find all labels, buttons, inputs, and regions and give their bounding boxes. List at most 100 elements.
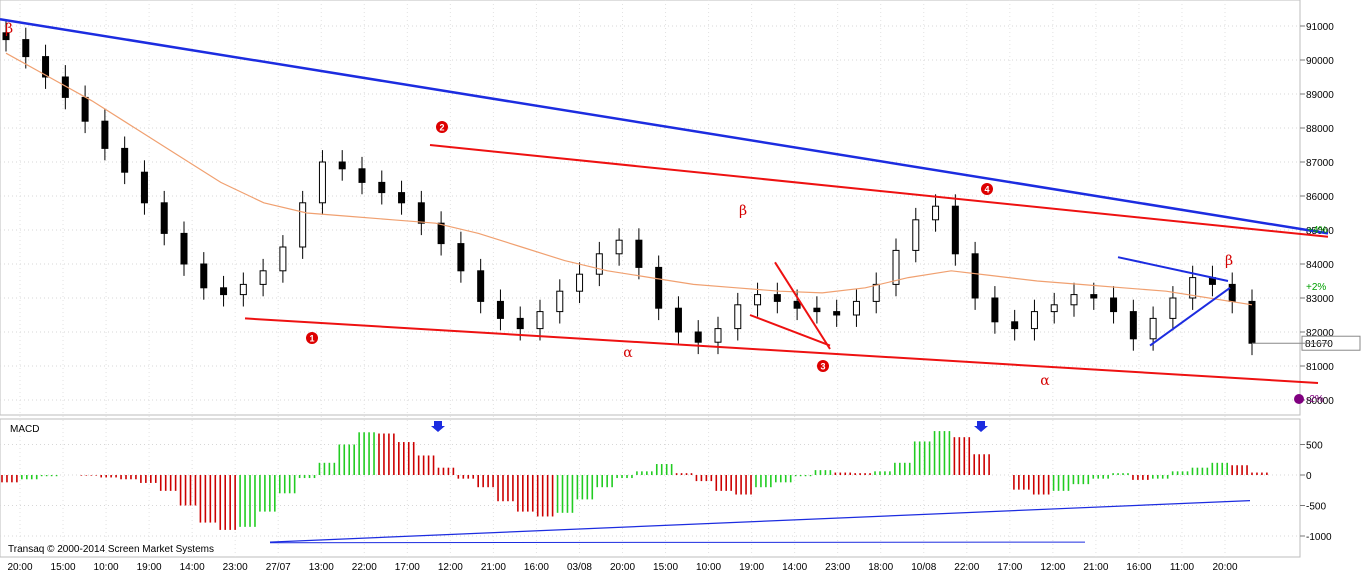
candle-body bbox=[22, 39, 30, 58]
upper-red-trendline bbox=[429, 144, 1329, 238]
candle-body bbox=[951, 205, 959, 255]
candle-body bbox=[1149, 317, 1157, 340]
macd-histogram bbox=[1, 421, 1268, 544]
candle-body bbox=[793, 300, 801, 309]
wave-label: α bbox=[623, 345, 633, 361]
candle-body bbox=[635, 239, 643, 268]
time-tick-label: 17:00 bbox=[395, 562, 420, 573]
small-red-trendline bbox=[749, 314, 831, 347]
time-axis: 20:00 15:00 10:00 19:00 14:00 23:00 27/07 13:00… bbox=[7, 562, 1237, 573]
candle-body bbox=[200, 263, 208, 289]
candle-body bbox=[694, 331, 702, 343]
price-tick-label: 88000 bbox=[1306, 124, 1334, 135]
purple-marker bbox=[1294, 394, 1304, 404]
wave-marker bbox=[981, 183, 993, 195]
time-tick-label: 21:00 bbox=[481, 562, 506, 573]
candle-body bbox=[259, 270, 267, 285]
candle-body bbox=[991, 297, 999, 323]
candle-body bbox=[1129, 311, 1137, 340]
candle-body bbox=[1110, 297, 1118, 313]
grid-lines bbox=[0, 0, 1300, 557]
pct-label: +2% bbox=[1306, 282, 1326, 293]
candle-body bbox=[1050, 304, 1058, 313]
macd-baseline bbox=[269, 541, 1086, 544]
candle-body bbox=[437, 222, 445, 245]
time-tick-label: 22:00 bbox=[954, 562, 979, 573]
macd-tick-label: 500 bbox=[1306, 441, 1323, 452]
candle-body bbox=[398, 192, 406, 204]
moving-average-path bbox=[5, 52, 1253, 306]
candle-body bbox=[833, 311, 841, 316]
time-tick-label: 27/07 bbox=[266, 562, 291, 573]
wave-label: 1 bbox=[309, 334, 314, 344]
macd-tick-label: -1000 bbox=[1306, 532, 1332, 543]
price-tick-label: 87000 bbox=[1306, 158, 1334, 169]
time-tick-label: 10/08 bbox=[911, 562, 936, 573]
price-panel bbox=[0, 0, 1301, 416]
macd-tick-label: -500 bbox=[1306, 502, 1326, 513]
candle-body bbox=[101, 120, 109, 149]
candle-body bbox=[773, 294, 781, 302]
candle-body bbox=[714, 328, 722, 343]
down-arrow-icon bbox=[431, 421, 445, 432]
candle-body bbox=[457, 243, 465, 272]
macd-title: MACD bbox=[10, 424, 39, 435]
wave-marker bbox=[436, 121, 448, 133]
time-tick-label: 12:00 bbox=[1040, 562, 1065, 573]
wave-label: 2 bbox=[439, 123, 444, 133]
candle-body bbox=[81, 96, 89, 122]
upper-blue-trendline bbox=[0, 17, 1329, 235]
time-tick-label: 17:00 bbox=[997, 562, 1022, 573]
wave-label: β bbox=[5, 21, 13, 37]
time-tick-label: 15:00 bbox=[653, 562, 678, 573]
last-price-label: 81670 bbox=[1305, 339, 1333, 350]
time-tick-label: 23:00 bbox=[825, 562, 850, 573]
price-tick-label: 82000 bbox=[1306, 328, 1334, 339]
candle-body bbox=[1090, 294, 1098, 299]
candle-body bbox=[1169, 297, 1177, 319]
candle-body bbox=[655, 266, 663, 309]
time-tick-label: 20:00 bbox=[7, 562, 32, 573]
moving-average-line bbox=[5, 52, 1253, 306]
time-tick-label: 11:00 bbox=[1170, 562, 1195, 573]
wave-marker bbox=[306, 332, 318, 344]
candle-body bbox=[378, 181, 386, 194]
time-tick-label: 03/08 bbox=[567, 562, 592, 573]
candle-body bbox=[576, 273, 584, 292]
candle-body bbox=[279, 246, 287, 272]
candle-body bbox=[536, 311, 544, 330]
candle-body bbox=[1248, 300, 1256, 344]
candle-body bbox=[932, 205, 940, 221]
candle-body bbox=[496, 300, 504, 319]
lower-red-trendline bbox=[244, 317, 1319, 384]
time-tick-label: 19:00 bbox=[739, 562, 764, 573]
price-tick-label: 91000 bbox=[1306, 22, 1334, 33]
wave-label: β bbox=[1225, 253, 1233, 269]
time-tick-label: 15:00 bbox=[51, 562, 76, 573]
wave-annotations: β 2 β 4 β 1 α 3 α +4% +2% -2% bbox=[5, 21, 1327, 405]
candle-body bbox=[754, 294, 762, 306]
candle-body bbox=[615, 239, 623, 255]
candle-body bbox=[180, 232, 188, 265]
candle-body bbox=[338, 161, 346, 170]
candle-body bbox=[971, 253, 979, 299]
candle-body bbox=[516, 317, 524, 330]
price-tick-label: 84000 bbox=[1306, 260, 1334, 271]
macd-axis: 500 0 -500 -1000 bbox=[1300, 441, 1332, 543]
time-tick-label: 21:00 bbox=[1083, 562, 1108, 573]
wave-label: 3 bbox=[820, 362, 825, 372]
time-tick-label: 16:00 bbox=[1126, 562, 1151, 573]
candle-body bbox=[813, 307, 821, 313]
macd-tick-label: 0 bbox=[1306, 471, 1312, 482]
time-tick-label: 10:00 bbox=[94, 562, 119, 573]
price-axis: 9100090000890008800087000860008500084000… bbox=[1300, 22, 1361, 407]
wave-label: β bbox=[739, 203, 747, 219]
candle-body bbox=[417, 202, 425, 224]
price-tick-label: 90000 bbox=[1306, 56, 1334, 67]
pct-label: +4% bbox=[1307, 225, 1327, 236]
candle-body bbox=[239, 283, 247, 296]
time-tick-label: 14:00 bbox=[180, 562, 205, 573]
candle-body bbox=[852, 300, 860, 316]
